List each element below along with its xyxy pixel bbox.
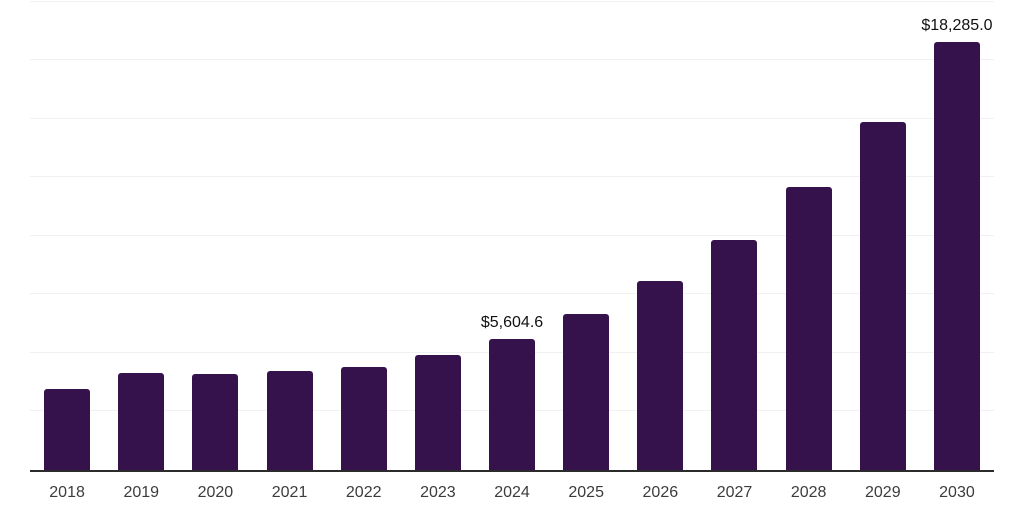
bar-slot-2018: [30, 2, 104, 470]
x-tick-label-2028: 2028: [790, 484, 827, 501]
gridline: [30, 118, 994, 119]
bar-2028[interactable]: [785, 187, 832, 470]
bar-slot-2029: [846, 2, 920, 470]
gridline: [30, 293, 994, 294]
bar-slot-2028: [772, 2, 846, 470]
bar-2021[interactable]: [266, 371, 313, 470]
bar-2020[interactable]: [192, 374, 239, 470]
bar-slot-2026: [623, 2, 697, 470]
x-tick-label-2026: 2026: [642, 484, 679, 501]
bar-2019[interactable]: [118, 373, 165, 470]
x-tick-label-2029: 2029: [865, 484, 901, 501]
bar-slot-2019: [104, 2, 178, 470]
x-axis-tick-labels: 2018 2019 2020 2021 2022 2023 2024 2025 2026 2027…: [30, 483, 994, 502]
bar-2022[interactable]: [340, 367, 387, 470]
plot-area: $5,604.6 $18,285.0: [30, 1, 994, 472]
value-label-2030: $18,285.0: [921, 17, 993, 34]
bar-slot-2023: [401, 2, 475, 470]
value-label-2024: $5,604.6: [480, 314, 544, 331]
bar-slot-2027: [697, 2, 771, 470]
bar-2018[interactable]: [44, 389, 91, 470]
bar-slot-2022: [327, 2, 401, 470]
bar-2024[interactable]: [489, 339, 536, 470]
x-tick-label-2020: 2020: [197, 484, 234, 501]
bar-2027[interactable]: [711, 240, 758, 470]
bar-2025[interactable]: [563, 314, 610, 470]
x-tick-label-2019: 2019: [123, 484, 160, 501]
x-tick-label-2021: 2021: [271, 484, 308, 501]
gridline: [30, 59, 994, 60]
x-tick-label-2024: 2024: [494, 484, 530, 501]
bar-2029[interactable]: [859, 122, 906, 470]
gridline: [30, 176, 994, 177]
bar-slot-2030: $18,285.0: [920, 2, 994, 470]
bar-slot-2020: [178, 2, 252, 470]
bar-2026[interactable]: [637, 281, 684, 470]
bar-slot-2024: $5,604.6: [475, 2, 549, 470]
bar-slot-2021: [252, 2, 326, 470]
x-tick-label-2022: 2022: [345, 484, 382, 501]
x-tick-label-2018: 2018: [49, 484, 85, 501]
x-tick-label-2025: 2025: [568, 484, 604, 501]
bar-2023[interactable]: [414, 355, 461, 470]
bars-container: $5,604.6 $18,285.0: [30, 2, 994, 470]
bar-slot-2025: [549, 2, 623, 470]
gridline: [30, 1, 994, 2]
x-tick-label-2027: 2027: [716, 484, 753, 501]
x-tick-label-2030: 2030: [939, 484, 975, 501]
gridline: [30, 235, 994, 236]
bar-2030[interactable]: [933, 42, 980, 470]
x-tick-label-2023: 2023: [420, 484, 456, 501]
